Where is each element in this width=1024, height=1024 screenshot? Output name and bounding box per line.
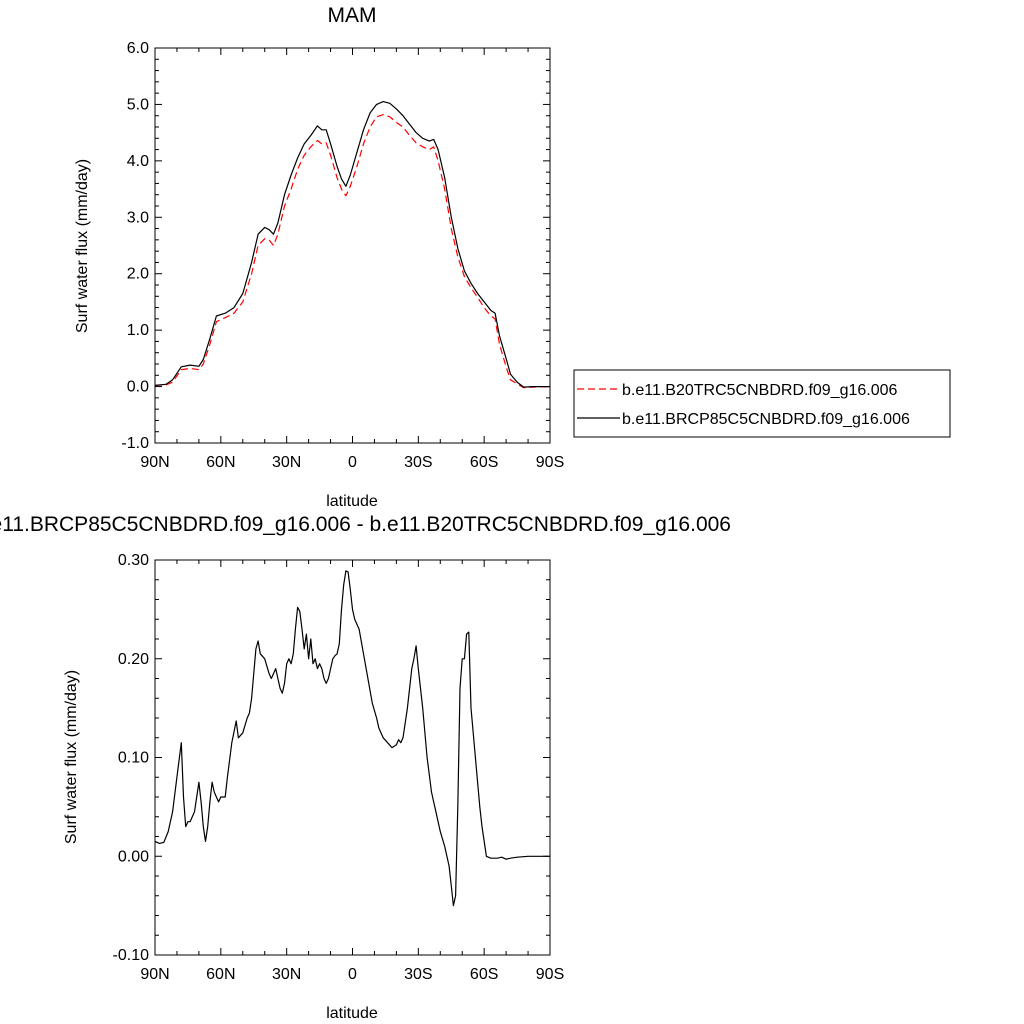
- top-chart-frame: [154, 47, 551, 444]
- top-chart-ylabel: Surf water flux (mm/day): [74, 159, 91, 333]
- legend-box: [573, 369, 951, 438]
- bottom-y-tick-label: 0.10: [118, 750, 149, 767]
- bottom-series-line-0: [154, 570, 550, 907]
- bottom-x-tick-label: 60S: [470, 966, 498, 983]
- top-x-tick-label: 60N: [206, 454, 235, 471]
- top-y-tick-label: 3.0: [127, 209, 149, 226]
- bottom-x-tick-label: 30S: [404, 966, 432, 983]
- bottom-x-tick-label: 60N: [206, 966, 235, 983]
- top-chart-xlabel: latitude: [326, 493, 378, 510]
- top-y-tick-label: 1.0: [127, 322, 149, 339]
- bottom-y-tick-label: -0.10: [113, 947, 150, 964]
- top-x-tick-label: 60S: [470, 454, 498, 471]
- top-y-tick-label: 6.0: [127, 40, 149, 57]
- bottom-chart-series: [154, 570, 550, 907]
- top-series-line-0: [154, 113, 551, 389]
- bottom-chart: b.e11.BRCP85C5CNBDRD.f09_g16.006 - b.e11…: [0, 513, 731, 1022]
- bottom-chart-title: b.e11.BRCP85C5CNBDRD.f09_g16.006 - b.e11…: [0, 513, 731, 536]
- bottom-chart-ylabel: Surf water flux (mm/day): [63, 670, 80, 844]
- bottom-y-tick-label: 0.30: [118, 552, 149, 569]
- top-series-line-1: [154, 100, 550, 388]
- top-chart-ticks: 90N 60N 30N 0 30S 60S 90S -1.0 0.0 1.0 2.0 3.0 4.0 5.…: [121, 40, 564, 471]
- bottom-y-tick-label: 0.20: [118, 651, 149, 668]
- top-y-tick-label: -1.0: [121, 435, 149, 452]
- bottom-x-tick-label: 90S: [536, 966, 564, 983]
- top-y-tick-label: 4.0: [127, 153, 149, 170]
- top-x-tick-label: 90N: [140, 454, 169, 471]
- bottom-x-tick-label: 30N: [272, 966, 301, 983]
- top-x-tick-label: 90S: [536, 454, 564, 471]
- top-chart-series: [154, 100, 551, 389]
- bottom-x-tick-label: 90N: [140, 966, 169, 983]
- bottom-chart-xlabel: latitude: [326, 1005, 378, 1022]
- top-x-tick-label: 0: [348, 454, 357, 471]
- bottom-x-tick-label: 0: [348, 966, 357, 983]
- legend-label-historical: b.e11.B20TRC5CNBDRD.f09_g16.006: [622, 382, 898, 399]
- top-chart: MAM Surf water flux (mm/day) latitude 90…: [74, 4, 564, 510]
- legend-label-rcp85: b.e11.BRCP85C5CNBDRD.f09_g16.006: [622, 411, 910, 428]
- top-y-tick-label: 2.0: [127, 266, 149, 283]
- bottom-chart-frame: [154, 559, 551, 956]
- top-x-tick-label: 30S: [404, 454, 432, 471]
- bottom-y-tick-label: 0.00: [118, 848, 149, 865]
- top-y-tick-label: 0.0: [127, 379, 149, 396]
- legend: b.e11.B20TRC5CNBDRD.f09_g16.006 b.e11.BR…: [573, 369, 951, 438]
- bottom-chart-ticks: 90N 60N 30N 0 30S 60S 90S -0.10 0.00 0.10 0.20 0.30: [113, 552, 565, 983]
- top-x-tick-label: 30N: [272, 454, 301, 471]
- top-y-tick-label: 5.0: [127, 96, 149, 113]
- top-chart-title: MAM: [328, 4, 377, 27]
